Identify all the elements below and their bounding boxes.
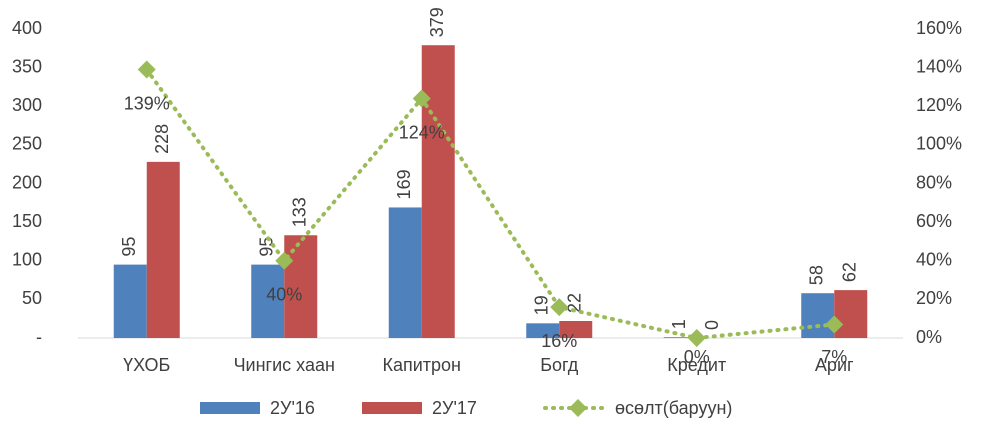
growth-marker: [550, 298, 569, 317]
y2-tick-label: 140%: [916, 56, 962, 76]
bar: [146, 161, 180, 338]
y-tick-label: 400: [12, 18, 42, 38]
legend-item: 2У'16: [200, 398, 315, 418]
y2-tick-label: 100%: [916, 134, 962, 154]
growth-marker: [137, 60, 156, 79]
bar-value-label: 379: [427, 7, 447, 37]
legend-swatch: [362, 402, 422, 414]
bar: [801, 293, 835, 338]
bar-value-label: 1: [669, 319, 689, 329]
legend-item: өсөлт(баруун): [543, 398, 732, 418]
legend-marker: [569, 399, 587, 417]
x-tick-label: Богд: [540, 355, 579, 375]
bar: [559, 321, 593, 338]
y2-tick-label: 120%: [916, 95, 962, 115]
y-tick-label: 150: [12, 211, 42, 231]
y2-tick-label: 80%: [916, 172, 952, 192]
y-tick-label: 100: [12, 250, 42, 270]
y2-tick-label: 20%: [916, 288, 952, 308]
bar: [284, 235, 318, 338]
bar-value-label: 62: [840, 262, 860, 282]
y-tick-label: 350: [12, 56, 42, 76]
bar: [663, 337, 697, 338]
y-tick-label: 300: [12, 95, 42, 115]
y2-tick-label: 0%: [916, 327, 942, 347]
bar-value-label: 228: [152, 124, 172, 154]
growth-marker: [687, 329, 706, 347]
bar-value-label: 58: [807, 265, 827, 285]
growth-marker: [275, 251, 294, 270]
legend-item: 2У'17: [362, 398, 477, 418]
x-tick-label: ҮХОБ: [123, 355, 170, 375]
bar-value-label: 95: [257, 237, 277, 257]
x-tick-label: Ариг: [815, 355, 854, 375]
legend-swatch: [200, 402, 260, 414]
bar-value-label: 95: [119, 237, 139, 257]
bar: [834, 290, 868, 338]
x-tick-label: Капитрон: [382, 355, 461, 375]
bar: [113, 264, 147, 338]
growth-value-label: 7%: [821, 347, 847, 367]
bar-value-label: 169: [394, 169, 414, 199]
legend-label: өсөлт(баруун): [615, 398, 732, 418]
bar-value-label: 22: [565, 293, 585, 313]
growth-value-label: 40%: [266, 285, 302, 305]
bar-value-label: 19: [532, 295, 552, 315]
growth-value-label: 124%: [399, 122, 445, 142]
legend-label: 2У'17: [432, 398, 477, 418]
growth-value-label: 0%: [684, 347, 710, 367]
y-tick-label: 250: [12, 134, 42, 154]
y-tick-label: -: [36, 327, 42, 347]
y2-tick-label: 60%: [916, 211, 952, 231]
growth-value-label: 139%: [124, 93, 170, 113]
legend-label: 2У'16: [270, 398, 315, 418]
y-tick-label: 200: [12, 172, 42, 192]
growth-value-label: 16%: [541, 331, 577, 351]
growth-line: [144, 67, 837, 341]
bar: [421, 45, 455, 338]
y2-tick-label: 160%: [916, 18, 962, 38]
bar: [388, 207, 422, 338]
y2-tick-label: 40%: [916, 250, 952, 270]
x-tick-label: Чингис хаан: [234, 355, 335, 375]
bar: [526, 323, 560, 338]
growth-marker: [825, 315, 844, 334]
bar-value-label: 133: [290, 197, 310, 227]
y-tick-label: 50: [22, 288, 42, 308]
x-tick-label: Кредит: [667, 355, 726, 375]
bar-value-label: 0: [702, 320, 722, 330]
bar: [251, 264, 285, 338]
growth-marker: [412, 89, 431, 108]
